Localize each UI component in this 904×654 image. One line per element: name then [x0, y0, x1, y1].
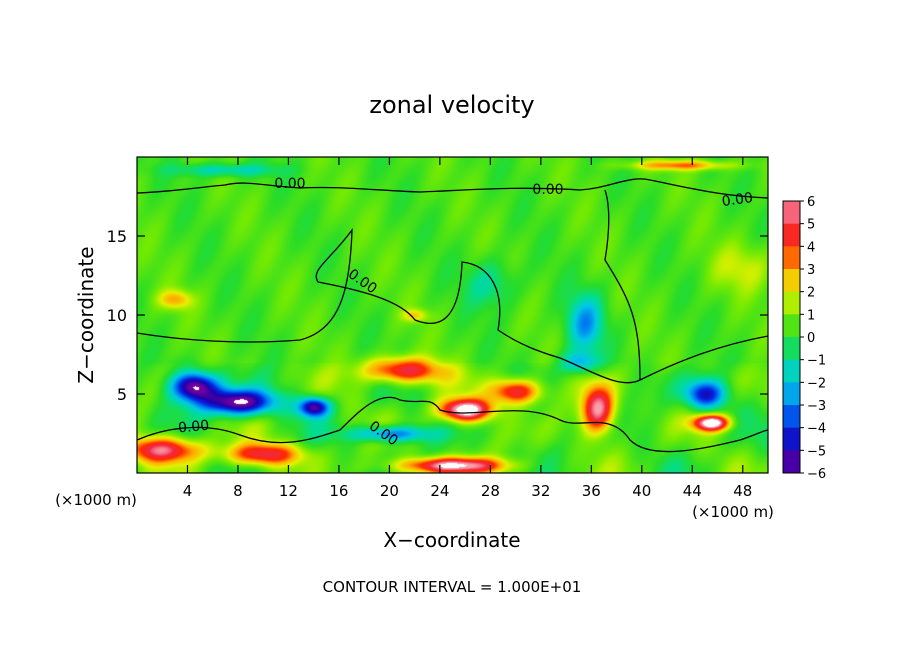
- colorbar-swatch: [783, 223, 800, 247]
- y-tick-label: 5: [117, 385, 127, 404]
- colorbar-swatch: [783, 405, 800, 429]
- colorbar-tick-label: 2: [807, 286, 815, 301]
- y-tick-label: 15: [107, 227, 127, 246]
- x-tick-label: 8: [233, 482, 243, 500]
- colorbar-tick-label: −1: [807, 354, 826, 369]
- colorbar-tick-label: 6: [807, 195, 815, 210]
- chart-title: zonal velocity: [369, 91, 534, 119]
- colorbar-swatch: [783, 201, 800, 225]
- colorbar-tick-label: −4: [807, 422, 826, 437]
- colorbar-swatch: [783, 291, 800, 315]
- colorbar-tick-label: 4: [807, 240, 815, 255]
- contour-label: 0.00: [177, 418, 209, 437]
- x-unit-right: (×1000 m): [692, 503, 774, 521]
- contour-label: 0.00: [274, 176, 305, 192]
- x-axis: 4 8 12 16 20 24 28 32 36 40 44 48: [183, 157, 752, 500]
- x-tick-label: 48: [733, 482, 752, 500]
- colorbar-swatch: [783, 427, 800, 451]
- colorbar-tick-label: 5: [807, 218, 815, 233]
- colorbar-tick-label: 3: [807, 263, 815, 278]
- colorbar-tick-label: −5: [807, 444, 826, 459]
- heatmap-area: [137, 157, 768, 473]
- contour-label: 0.00: [721, 190, 754, 210]
- colorbar-tick-label: −6: [807, 467, 826, 482]
- x-tick-label: 4: [183, 482, 193, 500]
- colorbar-tick-label: −3: [807, 399, 826, 414]
- y-tick-label: 10: [107, 306, 127, 325]
- zero-contour-lines: [136, 178, 769, 453]
- x-tick-label: 36: [582, 482, 601, 500]
- x-tick-label: 12: [279, 482, 298, 500]
- colorbar-swatch: [783, 382, 800, 406]
- x-tick-label: 32: [531, 482, 550, 500]
- colorbar-swatch: [783, 337, 800, 361]
- y-axis: 5 10 15: [107, 227, 768, 404]
- x-tick-label: 40: [632, 482, 651, 500]
- colorbar-tick-label: 0: [807, 331, 815, 346]
- colorbar-swatch: [783, 269, 800, 293]
- colorbar: 6 5 4 3 2 1 0 −1 −2 −3 −4 −5 −6: [782, 195, 826, 482]
- x-tick-label: 44: [683, 482, 702, 500]
- contour-interval-footer: CONTOUR INTERVAL = 1.000E+01: [323, 578, 582, 596]
- contour-line-middle: [136, 189, 641, 384]
- contour-line-top: [136, 178, 769, 199]
- x-tick-label: 24: [430, 482, 449, 500]
- x-tick-label: 28: [481, 482, 500, 500]
- contour-label: 0.00: [532, 182, 563, 198]
- colorbar-swatch: [783, 246, 800, 270]
- x-tick-label: 20: [380, 482, 399, 500]
- y-axis-label: Z−coordinate: [74, 246, 98, 383]
- x-axis-label: X−coordinate: [383, 528, 520, 552]
- colorbar-tick-label: −2: [807, 376, 826, 391]
- colorbar-swatch: [783, 450, 800, 474]
- colorbar-swatch: [783, 359, 800, 383]
- colorbar-swatch: [783, 314, 800, 338]
- contour-line-right: [639, 335, 769, 381]
- contour-line-lower: [136, 396, 769, 453]
- colorbar-tick-label: 1: [807, 308, 815, 323]
- x-tick-label: 16: [329, 482, 348, 500]
- x-unit-left: (×1000 m): [55, 491, 137, 509]
